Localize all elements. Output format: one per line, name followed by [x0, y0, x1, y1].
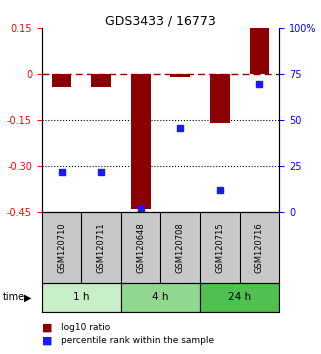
- Text: GSM120708: GSM120708: [176, 222, 185, 273]
- Bar: [91, 74, 111, 87]
- Bar: [52, 74, 71, 87]
- Text: GSM120710: GSM120710: [57, 222, 66, 273]
- Bar: [200, 283, 279, 312]
- Bar: [170, 74, 190, 78]
- Bar: [249, 28, 269, 74]
- Bar: [210, 74, 230, 124]
- Text: ■: ■: [42, 336, 52, 346]
- Bar: [131, 74, 151, 209]
- Text: GSM120648: GSM120648: [136, 222, 145, 273]
- Text: GSM120715: GSM120715: [215, 222, 224, 273]
- Bar: [121, 283, 200, 312]
- Text: percentile rank within the sample: percentile rank within the sample: [61, 336, 214, 345]
- Text: 24 h: 24 h: [228, 292, 251, 302]
- Text: 1 h: 1 h: [73, 292, 90, 302]
- Text: 4 h: 4 h: [152, 292, 169, 302]
- Text: ■: ■: [42, 322, 52, 332]
- Text: time: time: [3, 292, 25, 302]
- Text: GSM120716: GSM120716: [255, 222, 264, 273]
- Text: ▶: ▶: [24, 292, 31, 302]
- Title: GDS3433 / 16773: GDS3433 / 16773: [105, 14, 216, 27]
- Bar: [42, 283, 121, 312]
- Text: log10 ratio: log10 ratio: [61, 323, 110, 332]
- Text: GSM120711: GSM120711: [97, 222, 106, 273]
